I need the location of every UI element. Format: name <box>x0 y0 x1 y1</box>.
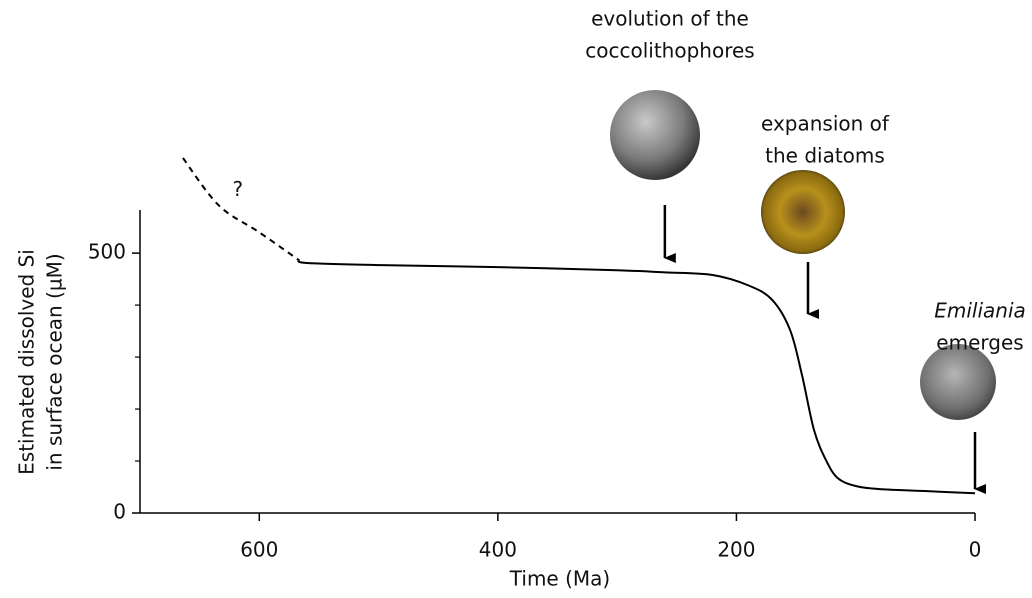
y-tick-label: 0 <box>113 500 126 524</box>
annotation: evolution of the <box>591 7 749 31</box>
x-tick-label: 600 <box>240 538 278 562</box>
x-tick-label: 400 <box>479 538 517 562</box>
emiliania-image <box>920 344 996 420</box>
y-tick-label: 500 <box>88 240 126 264</box>
y-axis-label: Estimated dissolved Si <box>15 249 39 475</box>
diatom-image <box>761 170 845 254</box>
coccolithophore-image <box>610 90 700 180</box>
annotation: the diatoms <box>765 144 885 168</box>
x-axis-label: Time (Ma) <box>509 567 610 591</box>
x-tick-label: 200 <box>717 538 755 562</box>
x-tick-label: 0 <box>969 538 982 562</box>
annotation: Emiliania <box>934 299 1026 323</box>
annotation: expansion of <box>761 112 890 136</box>
chart: Time (Ma) Estimated dissolved Si in surf… <box>0 0 1032 598</box>
data-line <box>183 158 299 260</box>
data-line <box>298 260 975 493</box>
annotation: coccolithophores <box>585 39 754 63</box>
y-axis-label: in surface ocean (µM) <box>43 253 67 470</box>
annotation: emerges <box>936 331 1023 355</box>
annotation: ? <box>233 177 244 201</box>
